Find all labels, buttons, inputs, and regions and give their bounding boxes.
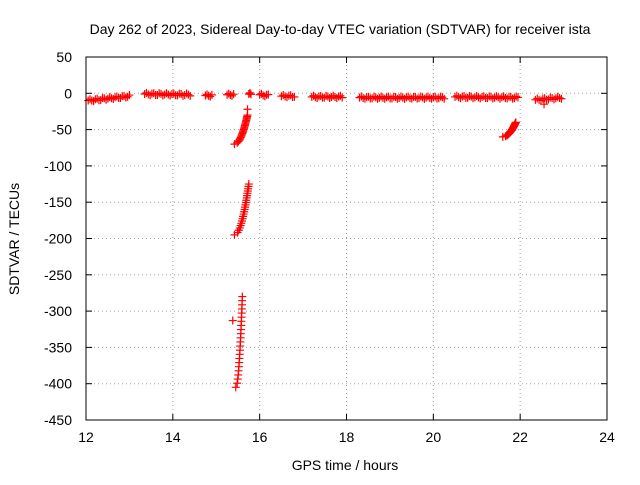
data-point — [338, 93, 347, 102]
y-tick-label: 50 — [56, 49, 72, 65]
data-point — [555, 93, 564, 102]
y-tick-label: -300 — [44, 303, 72, 319]
data-point — [229, 90, 238, 99]
series-sdtvar — [84, 88, 566, 392]
y-tick-label: -100 — [44, 158, 72, 174]
data-point — [123, 92, 132, 101]
data-point — [231, 383, 240, 392]
y-axis-label: SDTVAR / TECUs — [6, 183, 22, 295]
data-point — [207, 90, 216, 99]
data-point — [228, 316, 237, 325]
data-point — [186, 91, 195, 100]
data-point — [206, 92, 215, 101]
data-point — [281, 92, 290, 101]
data-point — [245, 88, 254, 97]
x-tick-label: 12 — [78, 429, 94, 445]
data-point — [144, 90, 153, 99]
data-point — [238, 292, 247, 301]
data-point — [184, 90, 193, 99]
data-point — [311, 93, 320, 102]
chart-title: Day 262 of 2023, Sidereal Day-to-day VTE… — [90, 21, 591, 37]
x-tick-label: 20 — [426, 429, 442, 445]
data-point — [336, 91, 345, 100]
data-point — [511, 118, 520, 127]
data-point — [497, 93, 506, 102]
data-point — [244, 180, 253, 189]
grid — [86, 57, 607, 420]
data-point — [178, 91, 187, 100]
x-axis-label: GPS time / hours — [292, 457, 399, 473]
data-point — [553, 92, 562, 101]
data-point — [246, 90, 255, 99]
x-tick-label: 22 — [512, 429, 528, 445]
data-point — [125, 91, 134, 100]
data-point — [371, 93, 380, 102]
axis-ticks: 12 14 16 18 20 22 24 50 0 -50 -100 -150 -200 -250 -300… — [44, 49, 615, 445]
data-point — [260, 92, 269, 101]
data-point — [535, 95, 544, 104]
data-point — [540, 100, 549, 109]
data-point — [93, 94, 102, 103]
x-tick-label: 18 — [339, 429, 355, 445]
data-point — [243, 105, 252, 114]
data-point — [286, 91, 295, 100]
data-point — [227, 91, 236, 100]
data-point — [402, 93, 411, 102]
data-point — [557, 94, 566, 103]
x-tick-label: 14 — [165, 429, 181, 445]
data-point — [334, 92, 343, 101]
data-point — [513, 93, 522, 102]
y-tick-label: -200 — [44, 231, 72, 247]
data-point — [467, 92, 476, 101]
data-point — [264, 90, 273, 99]
x-tick-label: 24 — [599, 429, 615, 445]
data-point — [323, 92, 332, 101]
data-point — [359, 93, 368, 102]
y-tick-label: -450 — [44, 412, 72, 428]
data-point — [436, 92, 445, 101]
data-point — [290, 92, 299, 101]
y-tick-label: -350 — [44, 339, 72, 355]
y-tick-label: -50 — [52, 122, 72, 138]
data-point — [512, 92, 521, 101]
data-point — [414, 94, 423, 103]
y-tick-label: -250 — [44, 267, 72, 283]
y-tick-label: 0 — [64, 85, 72, 101]
data-point — [438, 93, 447, 102]
data-point — [157, 89, 166, 98]
data-point — [488, 94, 497, 103]
data-point — [382, 93, 391, 102]
data-point — [510, 94, 519, 103]
x-tick-label: 16 — [252, 429, 268, 445]
data-point — [454, 93, 463, 102]
y-tick-label: -400 — [44, 376, 72, 392]
data-point — [425, 94, 434, 103]
data-point — [440, 94, 449, 103]
data-point — [111, 93, 120, 102]
data-point — [107, 94, 116, 103]
y-tick-label: -150 — [44, 194, 72, 210]
